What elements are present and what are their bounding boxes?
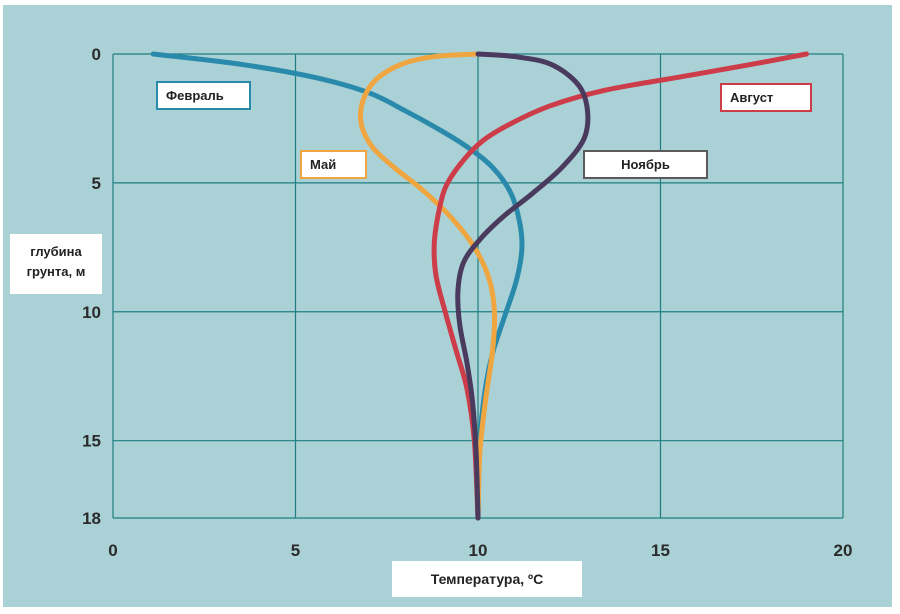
series-label-november: Ноябрь	[583, 150, 708, 179]
x-tick-label-15: 15	[651, 541, 670, 560]
series-label-august: Август	[720, 83, 812, 112]
x-tick-label-10: 10	[469, 541, 488, 560]
y-tick-label-5: 5	[92, 174, 101, 193]
x-axis-title: Температура, ºC	[392, 561, 582, 597]
y-tick-labels: 0 5 10 15 18	[82, 45, 101, 528]
y-tick-label-0: 0	[92, 45, 101, 64]
series-line-august	[431, 51, 809, 521]
x-tick-label-20: 20	[834, 541, 853, 560]
y-axis-title: глубина грунта, м	[10, 234, 102, 294]
series-label-may: Май	[300, 150, 367, 179]
x-tick-label-0: 0	[108, 541, 117, 560]
y-tick-label-18: 18	[82, 509, 101, 528]
x-tick-labels: 0 5 10 15 20	[108, 541, 852, 560]
y-axis-title-line-1: глубина	[30, 244, 82, 259]
series-line-november	[455, 51, 591, 521]
series-line-may	[357, 51, 498, 521]
y-tick-label-15: 15	[82, 432, 101, 451]
y-axis-title-line-2: грунта, м	[26, 264, 86, 279]
grid-lines	[112, 53, 844, 519]
x-tick-label-5: 5	[291, 541, 300, 560]
y-tick-label-10: 10	[82, 303, 101, 322]
series-layer	[150, 51, 809, 521]
series-label-february: Февраль	[156, 81, 251, 110]
